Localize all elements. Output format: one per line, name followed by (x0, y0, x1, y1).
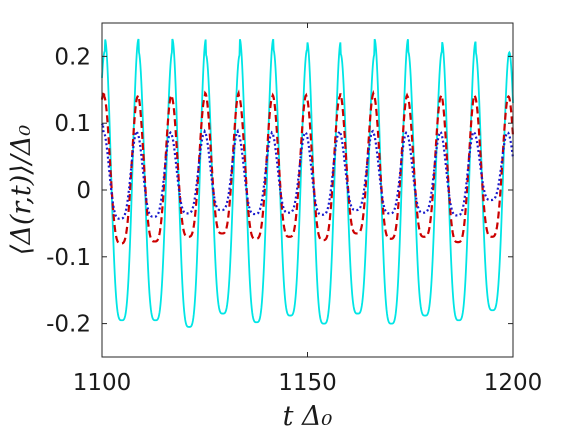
x-tick-label: 1100 (73, 370, 132, 396)
tick-layer: 1100 1150 1200 0.2 0.1 0 -0.1 -0.2 (46, 23, 542, 396)
x-axis-label: t Δ₀ (283, 401, 333, 432)
y-tick-label: 0 (76, 178, 91, 204)
series-line-1 (101, 38, 514, 328)
y-axis-label: ⟨Δ(r,t)⟩/Δ₀ (6, 125, 37, 256)
y-tick-label: -0.1 (46, 245, 91, 271)
y-tick-label: -0.2 (46, 312, 91, 338)
series-line-2 (100, 87, 515, 245)
y-tick-label: 0.2 (54, 44, 91, 70)
series-line-3 (100, 119, 515, 220)
x-tick-label: 1150 (278, 370, 337, 396)
y-tick-label: 0.1 (54, 111, 91, 137)
series-layer (100, 38, 515, 328)
x-tick-label: 1200 (484, 370, 543, 396)
